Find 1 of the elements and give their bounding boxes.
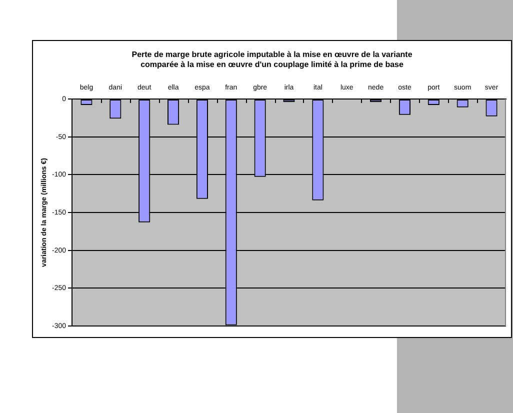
chart-title: Perte de marge brute agricole imputable à la mise en œuvre de la variante comparée à la mise en œuvre d'un couplage limité à la prime de base [132, 50, 413, 70]
